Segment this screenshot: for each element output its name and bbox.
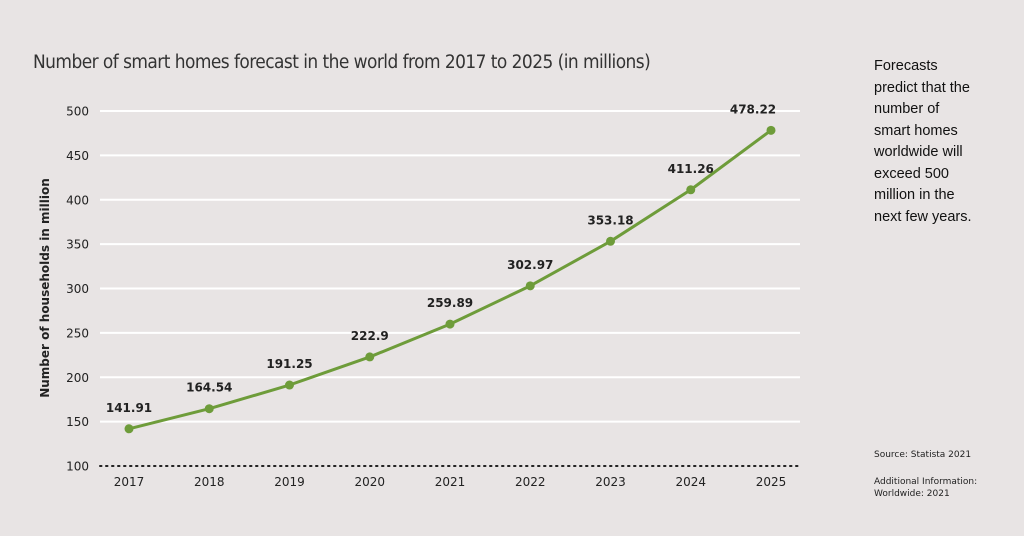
note-line: predict that the — [874, 79, 970, 96]
data-label: 141.91 — [106, 401, 152, 415]
additional-info-line: Worldwide: 2021 — [874, 489, 950, 499]
additional-info-line: Additional Information: — [874, 477, 978, 487]
data-label: 164.54 — [186, 381, 232, 395]
data-point — [606, 236, 615, 246]
gridlines — [99, 110, 801, 467]
y-tick-label: 250 — [66, 326, 89, 340]
note-line: exceed 500 — [874, 165, 949, 182]
data-label: 302.97 — [507, 258, 553, 272]
y-tick-label: 350 — [66, 238, 89, 252]
chart-title: Number of smart homes forecast in the wo… — [33, 52, 651, 73]
y-tick-label: 300 — [66, 282, 89, 296]
data-label: 259.89 — [427, 296, 473, 310]
y-tick-label: 200 — [66, 371, 89, 385]
data-label: 191.25 — [266, 357, 312, 371]
data-point — [204, 404, 214, 414]
data-point — [124, 424, 134, 434]
x-axis-ticks: 2017 2018 2019 2020 2021 2022 2023 2024 2025 — [114, 475, 787, 489]
x-tick-label: 2024 — [675, 475, 706, 489]
y-tick-label: 400 — [66, 193, 89, 207]
additional-info: Additional Information: Worldwide: 2021 — [874, 476, 1014, 500]
note-line: million in the — [874, 187, 955, 203]
data-point — [686, 185, 696, 195]
data-labels: 141.91 164.54 191.25 222.9 259.89 302.97 353.1… — [106, 102, 776, 414]
x-tick-label: 2019 — [274, 475, 305, 489]
note-line: Forecasts — [874, 58, 938, 74]
note-line: next few years. — [874, 208, 972, 225]
x-tick-label: 2020 — [354, 475, 385, 489]
data-point — [365, 352, 375, 362]
y-tick-label: 450 — [66, 149, 89, 163]
x-tick-label: 2017 — [114, 475, 145, 489]
x-tick-label: 2022 — [515, 475, 546, 489]
data-label: 222.9 — [351, 329, 389, 343]
y-tick-label: 100 — [66, 460, 89, 474]
y-tick-label: 150 — [66, 415, 89, 429]
data-point — [525, 281, 535, 291]
note-line: smart homes — [874, 122, 958, 139]
data-point — [445, 319, 455, 329]
data-label: 353.18 — [587, 213, 633, 227]
y-axis-ticks: 500 450 400 350 300 250 200 150 100 — [66, 105, 89, 474]
x-tick-label: 2025 — [756, 475, 787, 489]
side-note: Forecasts predict that the number of sma… — [874, 56, 1004, 228]
y-axis-title: Number of households in million — [38, 178, 52, 398]
note-line: number of — [874, 101, 940, 117]
x-tick-label: 2018 — [194, 475, 225, 489]
series-line — [124, 125, 776, 434]
x-tick-label: 2021 — [435, 475, 466, 489]
y-tick-label: 500 — [66, 105, 89, 119]
source-text: Source: Statista 2021 — [874, 450, 972, 460]
note-line: worldwide will — [874, 144, 963, 160]
data-label: 478.22 — [730, 102, 776, 116]
data-point — [285, 380, 294, 390]
data-label: 411.26 — [668, 162, 714, 176]
data-point — [766, 125, 776, 135]
x-tick-label: 2023 — [595, 475, 626, 489]
